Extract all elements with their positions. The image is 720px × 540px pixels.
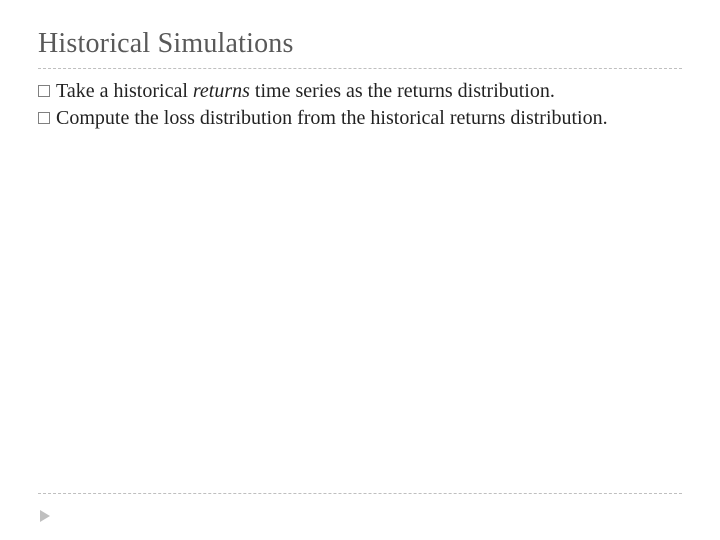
square-bullet-icon bbox=[38, 85, 50, 97]
title-divider bbox=[38, 68, 682, 69]
square-bullet-icon bbox=[38, 112, 50, 124]
bullet-item: Compute the loss distribution from the h… bbox=[38, 106, 682, 131]
slide-body: Take a historical returns time series as… bbox=[38, 79, 682, 131]
slide-title: Historical Simulations bbox=[38, 28, 682, 60]
bullet-text: Compute the loss distribution from the h… bbox=[56, 106, 682, 131]
footer-divider bbox=[38, 493, 682, 494]
play-icon bbox=[40, 510, 50, 522]
bullet-text: Take a historical returns time series as… bbox=[56, 79, 682, 104]
bullet-item: Take a historical returns time series as… bbox=[38, 79, 682, 104]
slide: Historical Simulations Take a historical… bbox=[0, 0, 720, 540]
